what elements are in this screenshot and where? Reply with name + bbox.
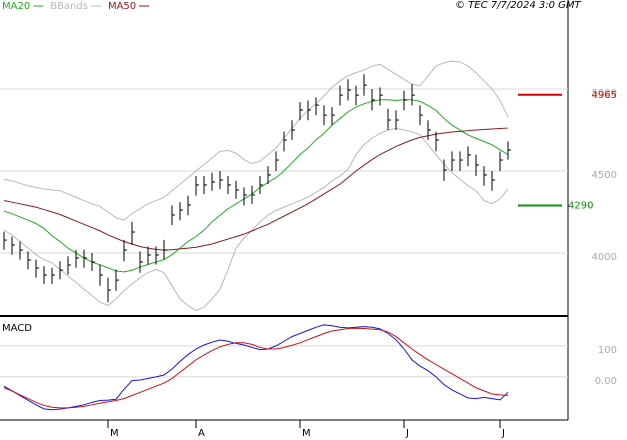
y-tick-label: 5000 [592,88,617,99]
x-tick-label: M [110,428,119,439]
y-tick-label: 0.00 [595,376,617,387]
legend-label: MA50 [108,1,136,12]
indicator-line [3,127,509,311]
macd-line [3,324,509,411]
x-tick-label: M [302,428,311,439]
macd-title: MACD [2,323,32,334]
level-label: 4290 [568,200,593,211]
y-tick-label: 100 [598,345,617,356]
x-tick-label: A [198,428,205,439]
macd-line [3,327,509,409]
y-tick-label: 4500 [592,170,617,181]
x-tick-label: J [501,428,505,439]
indicator-line [3,127,509,251]
x-tick-label: J [405,428,409,439]
indicator-line [3,60,509,221]
legend-label: MA20 [2,1,30,12]
y-tick-label: 4000 [592,252,617,263]
level-label: 4965 [592,90,617,101]
source-note: © TEC 7/7/2024 3:0 GMT [455,0,582,11]
indicator-line [3,99,509,273]
legend-label: BBands [50,1,88,12]
